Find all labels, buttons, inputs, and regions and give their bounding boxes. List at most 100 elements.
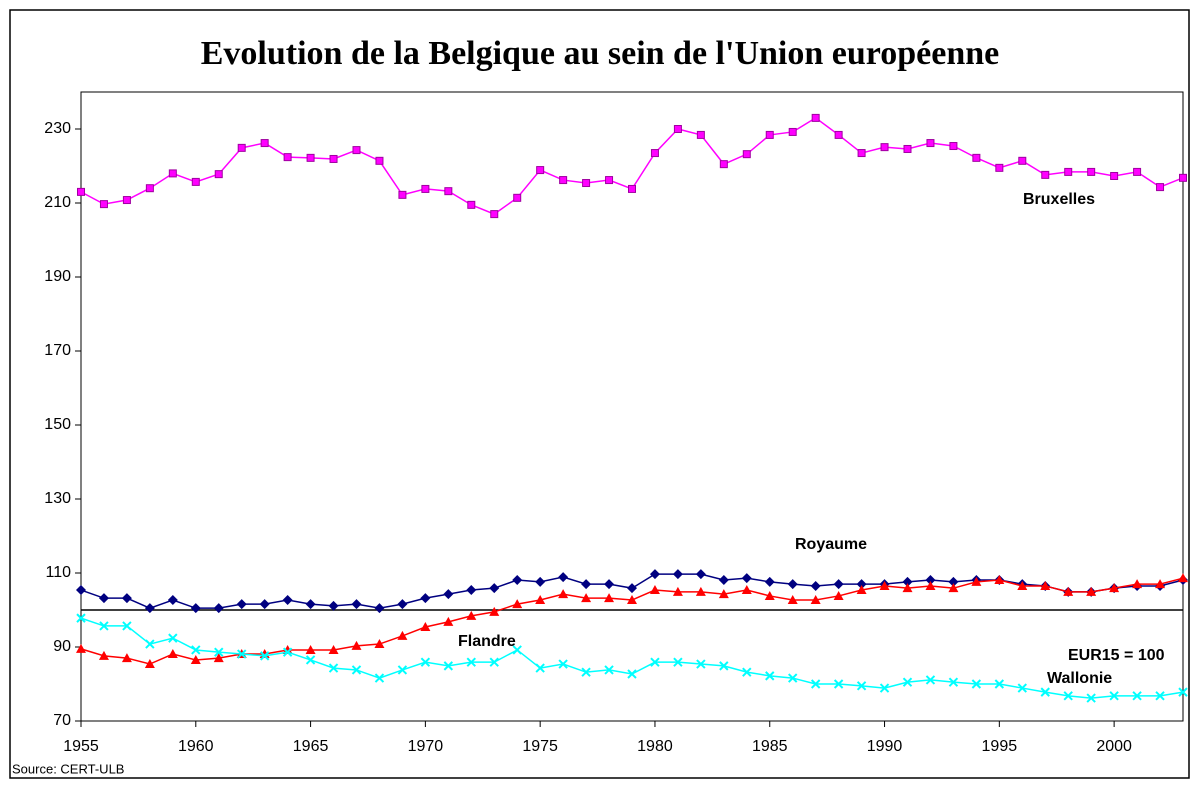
marker xyxy=(903,144,912,153)
marker xyxy=(1178,687,1188,697)
marker xyxy=(765,130,774,139)
marker xyxy=(259,651,270,661)
marker xyxy=(260,139,269,148)
marker xyxy=(168,633,178,643)
marker xyxy=(902,576,913,587)
marker xyxy=(581,593,592,603)
marker xyxy=(374,639,385,649)
marker xyxy=(213,653,224,663)
marker xyxy=(834,130,843,139)
marker xyxy=(649,585,660,595)
marker xyxy=(879,580,890,590)
marker xyxy=(764,590,775,600)
x-tick-label: 1970 xyxy=(408,738,444,755)
marker xyxy=(948,576,959,587)
x-tick-label: 1995 xyxy=(982,738,1018,755)
reference-label: EUR15 = 100 xyxy=(1068,647,1165,664)
marker xyxy=(76,585,86,596)
y-tick-label: 110 xyxy=(45,564,71,581)
x-tick-label: 1960 xyxy=(178,738,214,755)
marker xyxy=(650,149,659,158)
marker xyxy=(168,169,177,178)
marker xyxy=(1086,586,1097,596)
x-tick-label: 2000 xyxy=(1096,738,1132,755)
marker xyxy=(144,603,155,614)
marker xyxy=(397,665,408,675)
marker xyxy=(76,613,86,623)
marker xyxy=(673,125,682,133)
marker xyxy=(695,586,706,596)
marker xyxy=(650,657,660,667)
marker xyxy=(99,621,109,631)
y-tick-label: 170 xyxy=(44,342,71,359)
marker xyxy=(282,595,293,606)
marker xyxy=(948,677,959,687)
marker xyxy=(1063,691,1073,701)
series-label: Bruxelles xyxy=(1023,191,1095,208)
marker xyxy=(649,569,660,580)
x-tick-label: 1985 xyxy=(752,738,788,755)
marker xyxy=(1133,167,1142,176)
marker xyxy=(810,595,821,605)
y-tick-label: 150 xyxy=(44,416,71,433)
y-tick-label: 90 xyxy=(53,638,71,655)
marker xyxy=(375,156,384,165)
marker xyxy=(190,654,201,664)
marker xyxy=(833,679,844,689)
marker xyxy=(627,595,637,605)
marker xyxy=(351,665,362,675)
marker xyxy=(122,621,132,631)
marker xyxy=(1064,167,1073,176)
marker xyxy=(98,593,109,604)
marker xyxy=(558,572,569,583)
marker xyxy=(925,575,936,586)
marker xyxy=(121,653,132,663)
marker xyxy=(283,153,292,162)
marker xyxy=(420,657,431,667)
y-tick-label: 210 xyxy=(44,194,71,211)
marker xyxy=(191,645,201,655)
marker xyxy=(489,657,499,667)
marker xyxy=(466,610,477,620)
x-tick-label: 1980 xyxy=(637,738,673,755)
marker xyxy=(421,184,430,193)
marker xyxy=(810,679,821,689)
marker xyxy=(582,179,591,188)
marker xyxy=(604,665,614,675)
marker xyxy=(1017,683,1027,693)
marker xyxy=(926,139,935,148)
marker xyxy=(1132,579,1143,589)
marker xyxy=(444,187,453,196)
marker xyxy=(167,649,178,659)
marker xyxy=(902,583,913,593)
marker xyxy=(466,585,477,596)
marker xyxy=(971,679,982,689)
x-tick-label: 1955 xyxy=(63,738,99,755)
series-label: Flandre xyxy=(458,633,516,650)
marker xyxy=(489,583,500,594)
marker xyxy=(604,593,615,603)
marker xyxy=(512,599,523,609)
marker xyxy=(282,647,293,657)
marker xyxy=(374,673,385,683)
marker xyxy=(695,569,706,580)
marker xyxy=(972,153,981,162)
marker xyxy=(443,661,454,671)
marker xyxy=(672,586,683,596)
marker xyxy=(213,603,224,614)
marker xyxy=(1041,170,1050,179)
marker xyxy=(1132,691,1142,701)
marker xyxy=(1155,579,1166,589)
marker xyxy=(673,657,683,667)
marker xyxy=(1086,693,1096,703)
marker xyxy=(948,583,959,593)
marker xyxy=(1110,171,1119,180)
y-tick-label: 190 xyxy=(44,268,71,285)
marker xyxy=(237,649,247,659)
marker xyxy=(121,593,132,604)
marker xyxy=(122,196,131,205)
marker xyxy=(559,176,568,185)
marker xyxy=(741,573,752,584)
marker xyxy=(1087,167,1096,176)
